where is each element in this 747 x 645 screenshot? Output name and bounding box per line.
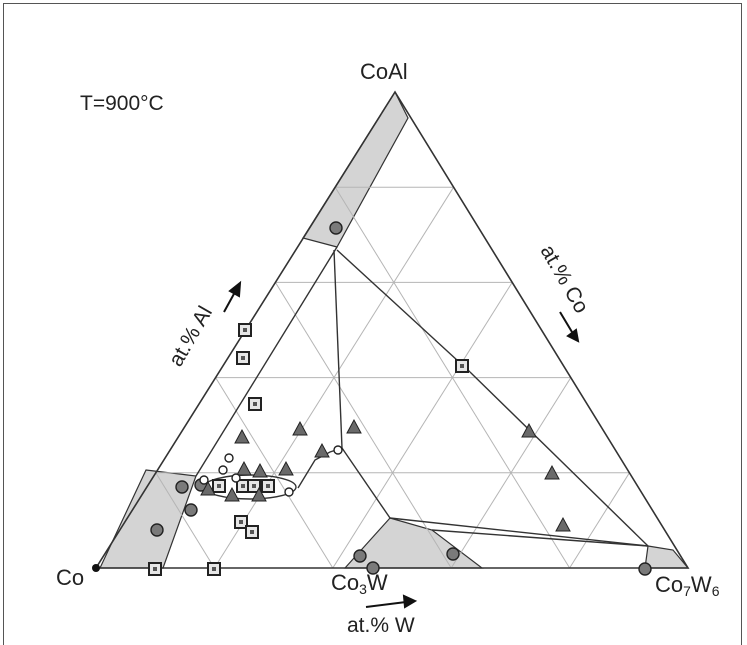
tie-line [333, 249, 343, 449]
filled-circle-marker [184, 503, 198, 517]
triangle-marker [278, 460, 294, 476]
filled-circle-marker [353, 549, 367, 563]
square-marker-center [252, 484, 256, 488]
grid-line [332, 282, 513, 569]
triangle-marker [252, 462, 268, 478]
grid-line [450, 377, 572, 569]
data-markers [148, 221, 652, 576]
region-coal [302, 90, 409, 248]
open-circle-marker [333, 445, 343, 455]
open-circle-marker [218, 465, 228, 475]
square-marker-center [153, 567, 157, 571]
square-marker-center [243, 328, 247, 332]
tie-line [336, 249, 471, 373]
co-corner-dot [92, 564, 100, 572]
triangle-marker [292, 420, 308, 436]
corner-label-coal: CoAl [360, 59, 408, 84]
grid-line [155, 472, 215, 569]
triangle-marker [224, 486, 240, 502]
corner-label-co: Co [56, 565, 84, 590]
grid-line [215, 377, 334, 569]
square-marker-center [241, 356, 245, 360]
square-marker-center [217, 484, 221, 488]
tie-line [195, 246, 338, 477]
triangle-marker [346, 418, 362, 434]
filled-circle-marker [150, 523, 164, 537]
triangle-marker [200, 480, 216, 496]
grid-line [569, 472, 630, 569]
triangle-marker [236, 460, 252, 476]
corner-label-co7w6: Co7W6 [655, 572, 720, 599]
triangle-marker [544, 464, 560, 480]
filled-circle-marker [446, 547, 460, 561]
open-circle-marker [224, 453, 234, 463]
filled-circle-marker [366, 561, 380, 575]
corner-label-co3w: Co3W [331, 570, 388, 597]
arrow-al-icon [223, 280, 242, 313]
triangle-marker [251, 486, 267, 502]
square-marker-center [250, 530, 254, 534]
open-circle-marker [231, 473, 241, 483]
square-marker-center [460, 364, 464, 368]
filled-circle-marker [175, 480, 189, 494]
square-marker-center [241, 484, 245, 488]
tie-line [469, 371, 649, 547]
tie-line [431, 529, 649, 547]
square-marker-center [239, 520, 243, 524]
temperature-label: T=900°C [80, 92, 164, 115]
triangle-marker [234, 428, 250, 444]
open-circle-marker [284, 487, 294, 497]
single-phase-regions [99, 90, 690, 569]
square-marker-center [266, 484, 270, 488]
tie-line [341, 447, 391, 519]
direction-arrows [223, 280, 580, 609]
square-marker-center [253, 402, 257, 406]
grid-line [274, 282, 452, 569]
triangle-marker [314, 442, 330, 458]
arrow-co-icon [559, 311, 580, 343]
axis-label-al: at.% Al [164, 302, 217, 370]
filled-circle-marker [329, 221, 343, 235]
arrow-w-icon [365, 594, 418, 609]
triangle-marker [521, 422, 537, 438]
square-marker-center [212, 567, 216, 571]
axis-label-co: at.% Co [536, 241, 593, 317]
tie-line [389, 517, 649, 547]
axis-label-w: at.% W [347, 614, 415, 637]
triangle-marker [555, 516, 571, 532]
filled-circle-marker [638, 562, 652, 576]
open-circle-marker [199, 475, 209, 485]
